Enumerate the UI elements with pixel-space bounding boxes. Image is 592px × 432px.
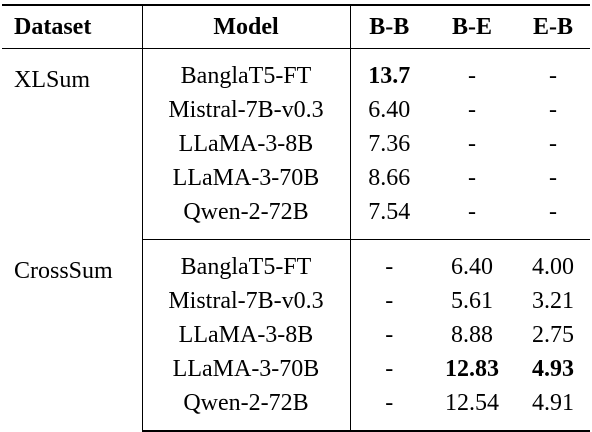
model-cell: LLaMA-3-70B [141, 352, 351, 386]
header-row: Dataset Model B-B B-E E-B [2, 4, 590, 49]
bb-cell: - [385, 254, 394, 280]
header-dataset: Dataset [2, 4, 142, 49]
eb-cell: 2.75 [532, 322, 574, 348]
be-cell: 5.61 [451, 288, 493, 314]
bb-cell: 7.54 [350, 195, 428, 240]
table-row: Mistral-7B-v0.3 6.40 - - [2, 93, 590, 127]
model-cell: Qwen-2-72B [141, 386, 351, 432]
table-row: Qwen-2-72B 7.54 - - [2, 195, 590, 240]
eb-cell: - [549, 97, 557, 123]
bb-cell: - [350, 386, 428, 432]
model-cell: LLaMA-3-8B [141, 127, 351, 161]
table-row: LLaMA-3-8B - 8.88 2.75 [2, 318, 590, 352]
eb-cell: - [549, 63, 557, 89]
model-cell: Mistral-7B-v0.3 [141, 284, 351, 318]
model-cell: LLaMA-3-8B [141, 318, 351, 352]
be-cell: 12.83 [445, 356, 499, 382]
model-cell: Qwen-2-72B [141, 195, 351, 240]
be-cell: - [468, 63, 476, 89]
eb-cell: 3.21 [532, 288, 574, 314]
model-cell: BanglaT5-FT [141, 239, 351, 284]
be-cell: - [468, 165, 476, 191]
results-table: Dataset Model B-B B-E E-B XLSum BanglaT5… [2, 4, 590, 432]
header-be: B-E [428, 4, 516, 49]
model-cell: Mistral-7B-v0.3 [141, 93, 351, 127]
table-row: LLaMA-3-70B 8.66 - - [2, 161, 590, 195]
bb-cell: 6.40 [368, 97, 411, 123]
table-row: XLSum BanglaT5-FT 13.7 - - [2, 48, 590, 93]
eb-cell: - [549, 131, 557, 157]
model-cell: BanglaT5-FT [141, 48, 351, 93]
bb-cell: 13.7 [368, 63, 411, 89]
header-bb: B-B [350, 4, 428, 49]
be-cell: 8.88 [451, 322, 493, 348]
be-cell: - [428, 195, 516, 240]
bb-cell: - [385, 288, 394, 314]
eb-cell: 4.00 [532, 254, 574, 280]
bb-cell: 8.66 [368, 165, 411, 191]
dataset-label: XLSum [14, 67, 91, 93]
table-row: LLaMA-3-8B 7.36 - - [2, 127, 590, 161]
eb-cell: 4.91 [516, 386, 590, 432]
header-model: Model [141, 4, 351, 49]
be-cell: 12.54 [428, 386, 516, 432]
eb-cell: 4.93 [532, 356, 574, 382]
eb-cell: - [549, 165, 557, 191]
dataset-label: CrossSum [14, 257, 113, 284]
bb-cell: 7.36 [368, 131, 411, 157]
results-table-container: Dataset Model B-B B-E E-B XLSum BanglaT5… [2, 4, 590, 432]
table-row: CrossSum BanglaT5-FT - 6.40 4.00 [2, 239, 590, 284]
bb-cell: - [385, 322, 394, 348]
group-xlsum: XLSum BanglaT5-FT 13.7 - - Mistral-7B-v0… [2, 48, 590, 240]
table-row: LLaMA-3-70B - 12.83 4.93 [2, 352, 590, 386]
header-eb: E-B [516, 4, 590, 49]
be-cell: - [468, 131, 476, 157]
be-cell: 6.40 [451, 254, 493, 280]
model-cell: LLaMA-3-70B [141, 161, 351, 195]
group-crosssum: CrossSum BanglaT5-FT - 6.40 4.00 Mistral… [2, 239, 590, 432]
table-row: Mistral-7B-v0.3 - 5.61 3.21 [2, 284, 590, 318]
eb-cell: - [516, 195, 590, 240]
bb-cell: - [385, 356, 394, 382]
be-cell: - [468, 97, 476, 123]
